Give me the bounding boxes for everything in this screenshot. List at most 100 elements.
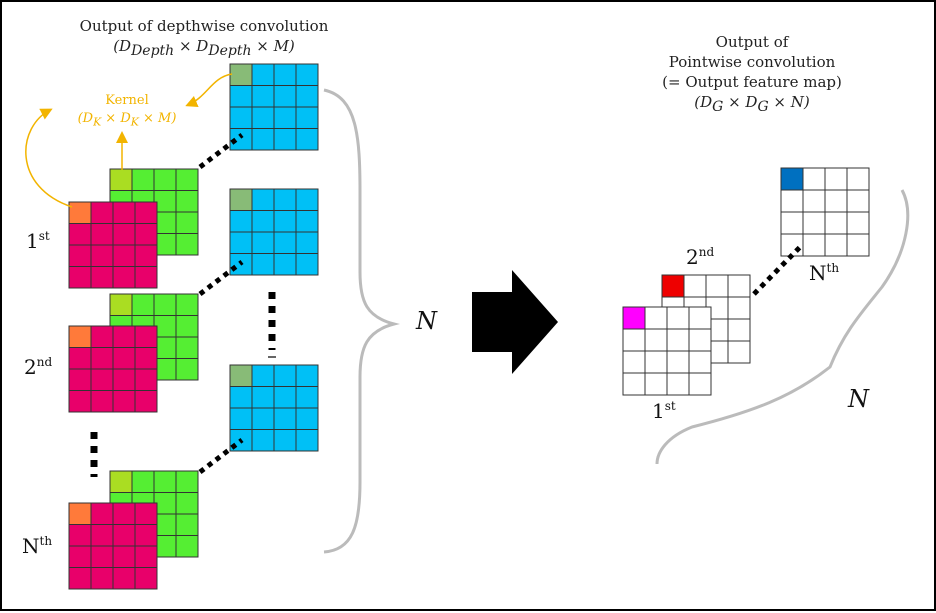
depthwise-output-2-cell bbox=[295, 231, 319, 254]
depthwise-output-1-cell bbox=[295, 128, 319, 151]
kernel-2-cell bbox=[109, 293, 133, 316]
input-2-cell bbox=[112, 368, 136, 391]
input-3-cell bbox=[68, 567, 92, 590]
left-brace bbox=[323, 88, 400, 554]
n-label-right: N bbox=[848, 385, 869, 413]
kernel-1-cell bbox=[153, 168, 177, 191]
input-2-cell bbox=[90, 368, 114, 391]
depthwise-output-2-cell bbox=[251, 231, 275, 254]
depthwise-output-2-cell bbox=[273, 231, 297, 254]
input-2 bbox=[68, 325, 158, 413]
depthwise-output-2-cell bbox=[273, 188, 297, 211]
pointwise-output-nth-cell bbox=[846, 189, 870, 213]
input-2-cell bbox=[112, 390, 136, 413]
depthwise-output-3-cell bbox=[273, 386, 297, 409]
input-3-cell bbox=[90, 502, 114, 525]
pointwise-output-nth-cell bbox=[802, 233, 826, 257]
kernel-1-cell bbox=[175, 211, 199, 234]
kernel-3-cell bbox=[175, 535, 199, 558]
pointwise-output-1st-cell bbox=[688, 372, 712, 396]
input-1-cell bbox=[112, 266, 136, 289]
dotted-connector-1 bbox=[198, 133, 244, 169]
label-nth-left: Nth bbox=[22, 534, 53, 558]
pointwise-output-nth-cell bbox=[780, 189, 804, 213]
pointwise-output-1st-cell bbox=[644, 350, 668, 374]
depthwise-output-2-cell bbox=[251, 188, 275, 211]
depthwise-output-3-cell bbox=[273, 429, 297, 452]
depthwise-output-1-cell bbox=[251, 128, 275, 151]
pointwise-output-1st-cell bbox=[666, 372, 690, 396]
depthwise-output-1-cell bbox=[273, 128, 297, 151]
input-3-cell bbox=[68, 502, 92, 525]
input-2-cell bbox=[112, 347, 136, 370]
input-3-cell bbox=[134, 524, 158, 547]
depthwise-output-1-cell bbox=[251, 106, 275, 129]
pointwise-output-2nd-cell bbox=[727, 340, 751, 364]
kernel-3-cell bbox=[175, 470, 199, 493]
input-1-cell bbox=[112, 244, 136, 267]
depthwise-output-1-cell bbox=[273, 85, 297, 108]
input-1-cell bbox=[112, 201, 136, 224]
kernel-1-cell bbox=[131, 168, 155, 191]
input-3-cell bbox=[68, 545, 92, 568]
depthwise-output-3-cell bbox=[295, 386, 319, 409]
kernel-2-cell bbox=[175, 336, 199, 359]
pointwise-output-1st-cell bbox=[688, 350, 712, 374]
kernel-2-cell bbox=[153, 293, 177, 316]
input-1-cell bbox=[90, 201, 114, 224]
depthwise-output-1-cell bbox=[229, 85, 253, 108]
depthwise-output-2-cell bbox=[295, 188, 319, 211]
pointwise-output-2nd-cell bbox=[727, 296, 751, 320]
pointwise-output-nth bbox=[780, 167, 870, 257]
depthwise-dims: (DDepth × DDepth × M) bbox=[113, 37, 295, 59]
input-1-cell bbox=[68, 266, 92, 289]
pointwise-output-2nd-cell bbox=[661, 274, 685, 298]
depthwise-output-2-cell bbox=[229, 210, 253, 233]
input-1-cell bbox=[68, 244, 92, 267]
input-3-cell bbox=[90, 567, 114, 590]
pointwise-output-1st bbox=[622, 306, 712, 396]
dotted-connector-3 bbox=[198, 438, 244, 474]
pointwise-output-1st-cell bbox=[622, 372, 646, 396]
kernel-3-cell bbox=[131, 470, 155, 493]
depthwise-output-3-cell bbox=[251, 386, 275, 409]
pointwise-output-nth-cell bbox=[802, 211, 826, 235]
input-2-cell bbox=[134, 368, 158, 391]
input-3-cell bbox=[112, 545, 136, 568]
depthwise-output-1-cell bbox=[251, 85, 275, 108]
pointwise-output-nth-cell bbox=[824, 233, 848, 257]
kernel-1-cell bbox=[175, 190, 199, 213]
input-2-cell bbox=[90, 390, 114, 413]
input-2-cell bbox=[68, 325, 92, 348]
kernel-1-cell bbox=[109, 168, 133, 191]
label-nth-right: Nth bbox=[809, 261, 840, 285]
input-1-cell bbox=[134, 201, 158, 224]
pointwise-output-1st-cell bbox=[688, 306, 712, 330]
depthwise-output-1-cell bbox=[273, 106, 297, 129]
input-2-cell bbox=[90, 347, 114, 370]
kernel-label: Kernel bbox=[105, 93, 149, 108]
depthwise-output-3-cell bbox=[295, 429, 319, 452]
depthwise-output-2 bbox=[229, 188, 319, 276]
input-3-cell bbox=[90, 524, 114, 547]
input-2-cell bbox=[134, 325, 158, 348]
pointwise-title-2: Pointwise convolution bbox=[668, 53, 836, 71]
depthwise-output-1-cell bbox=[229, 106, 253, 129]
input-1-cell bbox=[90, 244, 114, 267]
input-2-cell bbox=[134, 390, 158, 413]
pointwise-output-nth-cell bbox=[780, 167, 804, 191]
depthwise-output-3-cell bbox=[251, 407, 275, 430]
pointwise-dims: (DG × DG × N) bbox=[694, 93, 810, 115]
input-1 bbox=[68, 201, 158, 289]
input-3-cell bbox=[112, 567, 136, 590]
pointwise-output-2nd-cell bbox=[705, 274, 729, 298]
pointwise-output-1st-cell bbox=[644, 372, 668, 396]
pointwise-output-1st-cell bbox=[688, 328, 712, 352]
input-1-cell bbox=[134, 223, 158, 246]
depthwise-output-2-cell bbox=[295, 253, 319, 276]
depthwise-output-2-cell bbox=[273, 210, 297, 233]
input-2-cell bbox=[68, 347, 92, 370]
input-1-cell bbox=[68, 223, 92, 246]
pointwise-output-1st-cell bbox=[644, 306, 668, 330]
